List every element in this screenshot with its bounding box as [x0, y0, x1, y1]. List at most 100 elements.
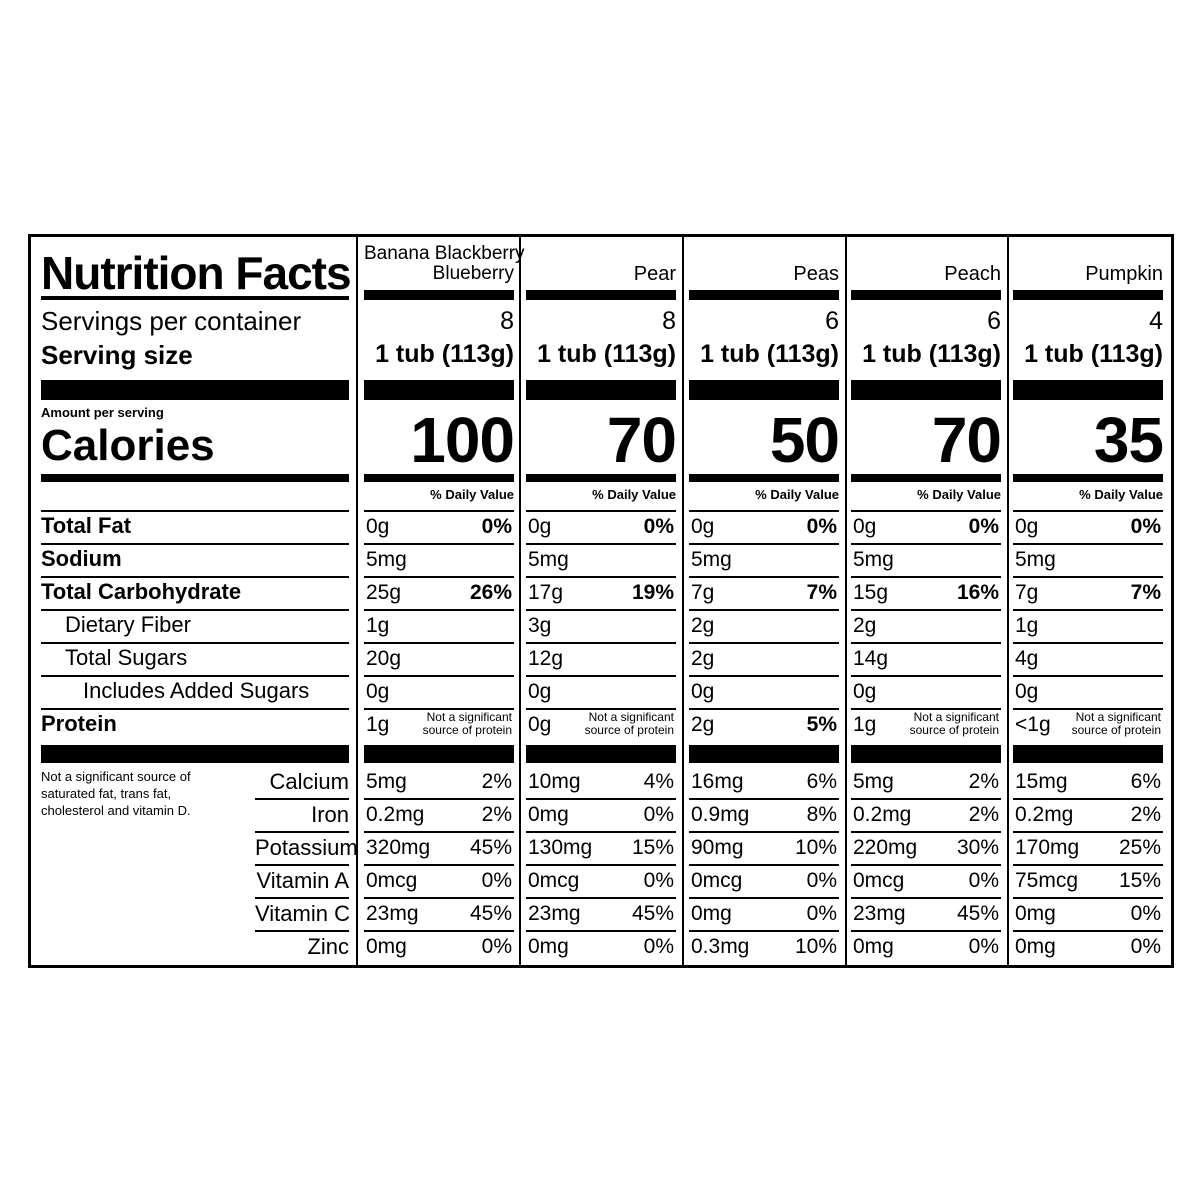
row-rule [689, 576, 839, 578]
micro-dv: 45% [956, 902, 999, 925]
micro-row-rule [255, 798, 349, 800]
micro-row-rule [526, 831, 676, 833]
calories-value: 35 [1093, 404, 1164, 476]
nutrient-amount: 0g [1015, 680, 1039, 703]
column-divider [356, 237, 358, 965]
nutrient-amount: 3g [528, 614, 552, 637]
nutrient-amount: 5mg [528, 548, 569, 571]
row-rule [1013, 675, 1163, 677]
footnote-line: saturated fat, trans fat, [41, 786, 172, 801]
micro-dv: 45% [631, 902, 674, 925]
footnote-line: Not a significant source of [41, 769, 191, 784]
micro-dv: 0% [643, 869, 674, 892]
row-rule [526, 609, 676, 611]
micro-dv: 45% [469, 836, 512, 859]
nutrient-amount: 0g [1015, 515, 1039, 538]
micro-row-rule [255, 897, 349, 899]
thick-rule-1 [41, 380, 349, 400]
serving-size-value: 1 tub (113g) [862, 340, 1001, 368]
row-rule [689, 642, 839, 644]
micro-dv: 15% [631, 836, 674, 859]
serving-size-value: 1 tub (113g) [537, 340, 676, 368]
name-rule [364, 290, 514, 300]
micro-dv: 8% [806, 803, 837, 826]
row-rule [41, 708, 349, 710]
nutrient-amount: 5mg [853, 548, 894, 571]
micro-row-rule [689, 897, 839, 899]
name-rule [851, 290, 1001, 300]
thick-rule-2 [41, 474, 349, 482]
micro-dv: 45% [469, 902, 512, 925]
nutrient-amount: 2g [691, 713, 715, 736]
nutrient-dv: 19% [631, 581, 674, 604]
servings-value: 8 [500, 307, 514, 335]
micro-row-rule [689, 798, 839, 800]
nutrient-amount: 15g [853, 581, 889, 604]
micro-dv: 0% [643, 935, 674, 958]
row-rule [41, 675, 349, 677]
nutrient-dv: 0% [1130, 515, 1161, 538]
name-rule [526, 290, 676, 300]
calories-value: 50 [769, 404, 840, 476]
nutrient-amount: 2g [853, 614, 877, 637]
row-rule [526, 510, 676, 512]
dv-header: % Daily Value [430, 487, 514, 502]
row-rule [364, 543, 514, 545]
nutrient-amount: 5mg [691, 548, 732, 571]
thick-rule-3 [41, 745, 349, 763]
nutrient-amount: 1g [1015, 614, 1039, 637]
nutrient-amount: 0g [853, 515, 877, 538]
micro-amount: 10mg [528, 770, 581, 793]
micro-dv: 0% [643, 803, 674, 826]
nutrient-amount: 0g [528, 713, 552, 736]
micro-amount: 0mg [528, 803, 569, 826]
micro-dv: 30% [956, 836, 999, 859]
micro-amount: 0.9mg [691, 803, 750, 826]
row-rule [526, 543, 676, 545]
micro-amount: 0.2mg [853, 803, 912, 826]
serving-size-value: 1 tub (113g) [1024, 340, 1163, 368]
row-rule [851, 708, 1001, 710]
micro-amount: 0mg [1015, 902, 1056, 925]
nutrient-label: Protein [41, 711, 117, 736]
nutrient-label: Sodium [41, 546, 122, 571]
micro-row-rule [255, 831, 349, 833]
nutrient-amount: 1g [366, 713, 390, 736]
micro-row-rule [851, 930, 1001, 932]
nutrient-amount: 17g [528, 581, 564, 604]
row-rule [1013, 510, 1163, 512]
micro-amount: 0mg [1015, 935, 1056, 958]
nutrient-dv: 0% [481, 515, 512, 538]
column-divider [519, 237, 521, 965]
product-name: Blueberry [432, 263, 514, 284]
micro-row-rule [1013, 831, 1163, 833]
micro-dv: 0% [968, 935, 999, 958]
micro-row-rule [689, 831, 839, 833]
micro-amount: 23mg [853, 902, 906, 925]
nutrient-label: Dietary Fiber [65, 612, 191, 637]
micro-label: Potassium [255, 835, 358, 860]
nutrient-amount: 7g [1015, 581, 1039, 604]
nutrient-dv: 7% [806, 581, 837, 604]
row-rule [689, 708, 839, 710]
servings-label: Servings per container [41, 306, 302, 336]
nutrient-dv: 0% [643, 515, 674, 538]
dv-header: % Daily Value [592, 487, 676, 502]
micro-amount: 0mcg [853, 869, 905, 892]
micro-amount: 0.3mg [691, 935, 750, 958]
micro-row-rule [364, 864, 514, 866]
row-rule [1013, 576, 1163, 578]
micro-dv: 6% [1130, 770, 1161, 793]
micro-row-rule [526, 864, 676, 866]
nutrient-amount: 0g [528, 680, 552, 703]
nutrient-dv: 5% [806, 713, 837, 736]
nutrient-label: Total Fat [41, 513, 132, 538]
micro-amount: 130mg [528, 836, 593, 859]
micro-amount: 0mg [853, 935, 894, 958]
micro-dv: 2% [968, 803, 999, 826]
micro-label: Calcium [269, 769, 349, 794]
micro-row-rule [1013, 930, 1163, 932]
thick-rule-3 [526, 745, 676, 763]
row-rule [364, 576, 514, 578]
nutrient-amount: 2g [691, 647, 715, 670]
